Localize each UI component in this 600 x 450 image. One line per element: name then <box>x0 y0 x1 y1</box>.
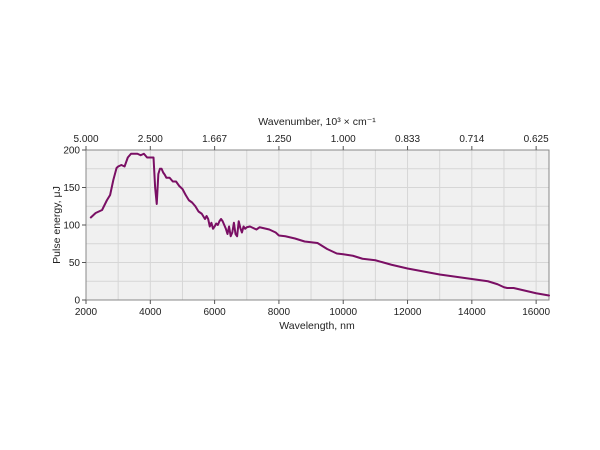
y-tick-label: 0 <box>74 296 80 307</box>
series-line <box>89 152 550 297</box>
top-tick-label: 1.250 <box>266 134 291 145</box>
y-tick-label: 200 <box>63 146 80 157</box>
x-tick-label: 16000 <box>522 307 550 318</box>
bottom-axis: 2000 4000 6000 8000 10000 12000 14000 16000 <box>75 300 550 318</box>
left-axis: 0 50 100 150 200 <box>63 146 86 307</box>
y-tick-label: 150 <box>63 183 80 194</box>
top-axis-title: Wavenumber, 10³ × cm⁻¹ <box>258 116 376 128</box>
top-tick-label: 0.714 <box>459 134 484 145</box>
x-tick-label: 6000 <box>203 307 226 318</box>
top-axis: 5.000 2.500 1.667 1.250 1.000 0.833 0.714 0.625 <box>73 134 549 150</box>
x-tick-label: 14000 <box>458 307 486 318</box>
x-tick-label: 4000 <box>139 307 162 318</box>
x-tick-label: 10000 <box>329 307 357 318</box>
y-tick-label: 100 <box>63 221 80 232</box>
x-tick-label: 2000 <box>75 307 98 318</box>
top-tick-label: 0.625 <box>524 134 549 145</box>
top-tick-label: 5.000 <box>73 134 98 145</box>
x-tick-label: 12000 <box>394 307 422 318</box>
y-tick-label: 50 <box>69 258 81 269</box>
y-axis-title: Pulse energy, μJ <box>51 186 63 264</box>
top-tick-label: 1.000 <box>331 134 356 145</box>
grid-y <box>86 168 549 282</box>
x-tick-label: 8000 <box>268 307 291 318</box>
top-tick-label: 0.833 <box>395 134 420 145</box>
x-axis-title: Wavelength, nm <box>279 320 355 332</box>
top-tick-label: 1.667 <box>202 134 227 145</box>
top-tick-label: 2.500 <box>138 134 163 145</box>
